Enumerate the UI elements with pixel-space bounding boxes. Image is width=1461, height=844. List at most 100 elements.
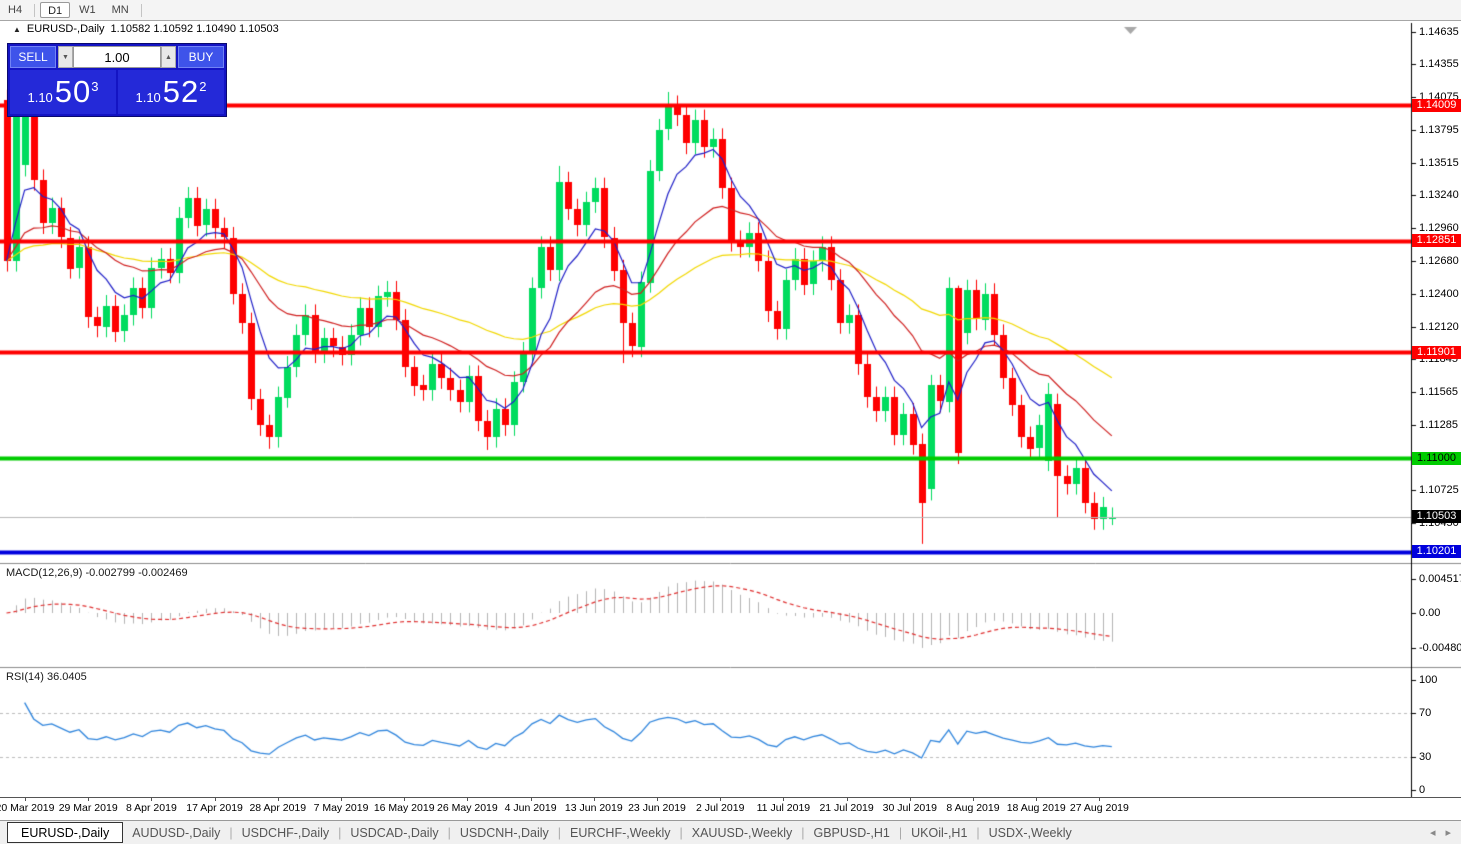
time-axis-tick — [277, 798, 279, 801]
tab-separator: | — [447, 825, 451, 840]
date-label: 18 Aug 2019 — [1006, 802, 1066, 814]
tab-separator: | — [679, 825, 683, 840]
chart-tab-usdchf-daily[interactable]: USDCHF-,Daily — [241, 825, 330, 840]
rsi-axis-label: 0 — [1419, 784, 1426, 796]
sell-price-big: 50 — [54, 74, 92, 109]
chart-tab-usdcnh-daily[interactable]: USDCNH-,Daily — [459, 825, 549, 840]
date-label: 16 May 2019 — [373, 802, 435, 814]
date-label: 26 May 2019 — [437, 802, 498, 814]
time-axis-tick — [467, 798, 469, 801]
price-tick-label: 1.13240 — [1419, 189, 1459, 202]
volume-increase-icon[interactable]: ▲ — [161, 46, 176, 68]
macd-indicator-label: MACD(12,26,9) -0.002799 -0.002469 — [6, 567, 188, 579]
time-axis[interactable]: 20 Mar 2019 29 Mar 2019 8 Apr 2019 17 Apr 2… — [0, 797, 1461, 820]
price-level-label: 1.12851 — [1412, 234, 1461, 248]
date-label: 2 Jul 2019 — [695, 802, 745, 814]
one-click-trading-panel: SELL ▼ ▲ BUY 1.10 50 3 1.10 52 2 — [8, 44, 226, 116]
buy-price-pip: 2 — [199, 79, 207, 94]
time-axis-tick — [909, 798, 911, 801]
chart-tab-eurchf-weekly[interactable]: EURCHF-,Weekly — [570, 825, 671, 840]
chart-tab-audusd-daily[interactable]: AUDUSD-,Daily — [132, 825, 221, 840]
chart-tab-gbpusd-h1[interactable]: GBPUSD-,H1 — [813, 825, 890, 840]
date-label: 20 Mar 2019 — [0, 802, 55, 814]
tab-separator: | — [801, 825, 805, 840]
time-axis-tick — [214, 798, 216, 801]
time-axis-tick — [783, 798, 785, 801]
chart-tab-ukoil-h1[interactable]: UKOil-,H1 — [911, 825, 968, 840]
price-level-label: 1.11000 — [1412, 451, 1461, 465]
price-tick-label: 1.12680 — [1419, 254, 1459, 267]
price-tick-label: 1.13515 — [1419, 156, 1459, 169]
buy-price-big: 52 — [162, 74, 200, 109]
price-tick-label: 1.12400 — [1419, 287, 1459, 300]
timeframe-button-w1[interactable]: W1 — [79, 4, 96, 16]
date-label: 13 Jun 2019 — [564, 802, 623, 814]
chart-tab-eurusd-daily[interactable]: EURUSD-,Daily — [7, 822, 124, 843]
tab-scroll-right-icon[interactable]: ▸ — [1445, 827, 1451, 839]
macd-axis-label: -0.004806 — [1419, 642, 1461, 654]
date-label: 21 Jul 2019 — [819, 802, 874, 814]
date-label: 7 May 2019 — [313, 802, 369, 814]
tab-separator: | — [976, 825, 980, 840]
chart-tab-usdx-weekly[interactable]: USDX-,Weekly — [988, 825, 1072, 840]
time-axis-tick — [846, 798, 848, 801]
chart-ohlc-values: 1.10582 1.10592 1.10490 1.10503 — [110, 23, 279, 35]
buy-price-prefix: 1.10 — [135, 90, 161, 105]
rsi-axis-label: 100 — [1419, 674, 1438, 686]
price-tick-label: 1.10725 — [1419, 484, 1459, 497]
volume-input[interactable] — [73, 46, 161, 68]
date-label: 28 Apr 2019 — [249, 802, 307, 814]
tab-separator: | — [229, 825, 233, 840]
price-level-label: 1.14009 — [1412, 98, 1461, 112]
volume-decrease-icon[interactable]: ▼ — [58, 46, 73, 68]
tab-separator: | — [557, 825, 562, 840]
time-axis-tick — [593, 798, 595, 801]
date-label: 11 Jul 2019 — [756, 802, 811, 814]
time-axis-tick — [530, 798, 532, 801]
rsi-axis-label: 30 — [1419, 751, 1432, 763]
chart-tab-xauusd-weekly[interactable]: XAUUSD-,Weekly — [691, 825, 793, 840]
price-tick-label: 1.12120 — [1419, 320, 1459, 333]
buy-price-display[interactable]: 1.10 52 2 — [118, 70, 224, 114]
time-axis-tick — [973, 798, 974, 801]
price-tick-label: 1.13795 — [1419, 124, 1459, 137]
rsi-axis-label: 70 — [1419, 707, 1432, 719]
timeframe-button-d1[interactable]: D1 — [40, 2, 71, 18]
time-axis-tick — [720, 798, 722, 801]
price-tick-label: 1.11565 — [1419, 385, 1458, 398]
date-label: 17 Apr 2019 — [186, 802, 243, 814]
price-level-label: 1.10201 — [1412, 545, 1461, 559]
price-tick-label: 1.12960 — [1419, 222, 1459, 235]
time-axis-tick — [1099, 798, 1101, 801]
toolbar-separator — [34, 3, 36, 17]
rsi-indicator-label: RSI(14) 36.0405 — [6, 671, 87, 683]
timeframe-button-mn[interactable]: MN — [111, 4, 129, 16]
date-label: 27 Aug 2019 — [1069, 802, 1129, 814]
timeframe-button-h4[interactable]: H4 — [8, 4, 23, 16]
buy-button[interactable]: BUY — [178, 46, 224, 68]
price-tick-label: 1.11285 — [1419, 418, 1458, 431]
chart-tab-bar: EURUSD-,Daily AUDUSD-,Daily | USDCHF-,Daily… — [0, 820, 1461, 844]
price-level-label: 1.10503 — [1412, 510, 1461, 523]
date-label: 8 Apr 2019 — [125, 802, 177, 814]
date-label: 4 Jun 2019 — [504, 802, 557, 814]
time-axis-tick — [404, 798, 406, 801]
date-label: 8 Aug 2019 — [946, 802, 1000, 814]
date-label: 29 Mar 2019 — [58, 802, 118, 814]
tab-scroll-left-icon[interactable]: ◂ — [1429, 827, 1436, 839]
timeframe-toolbar: H4 D1 W1 MN — [0, 0, 1461, 21]
time-axis-tick — [25, 798, 26, 801]
price-tick-label: 1.14355 — [1419, 58, 1459, 71]
time-axis-tick — [151, 798, 153, 801]
time-axis-tick — [341, 798, 342, 801]
chart-tab-usdcad-daily[interactable]: USDCAD-,Daily — [350, 825, 439, 840]
price-chart-canvas[interactable] — [0, 21, 1461, 797]
time-axis-tick — [1036, 798, 1038, 801]
chart-symbol-label: EURUSD-,Daily — [26, 23, 105, 35]
collapse-panel-icon[interactable]: ▲ — [13, 24, 21, 34]
price-level-label: 1.11901 — [1412, 345, 1461, 359]
sell-button[interactable]: SELL — [10, 46, 56, 68]
toolbar-separator — [140, 3, 142, 17]
sell-price-display[interactable]: 1.10 50 3 — [10, 70, 116, 114]
